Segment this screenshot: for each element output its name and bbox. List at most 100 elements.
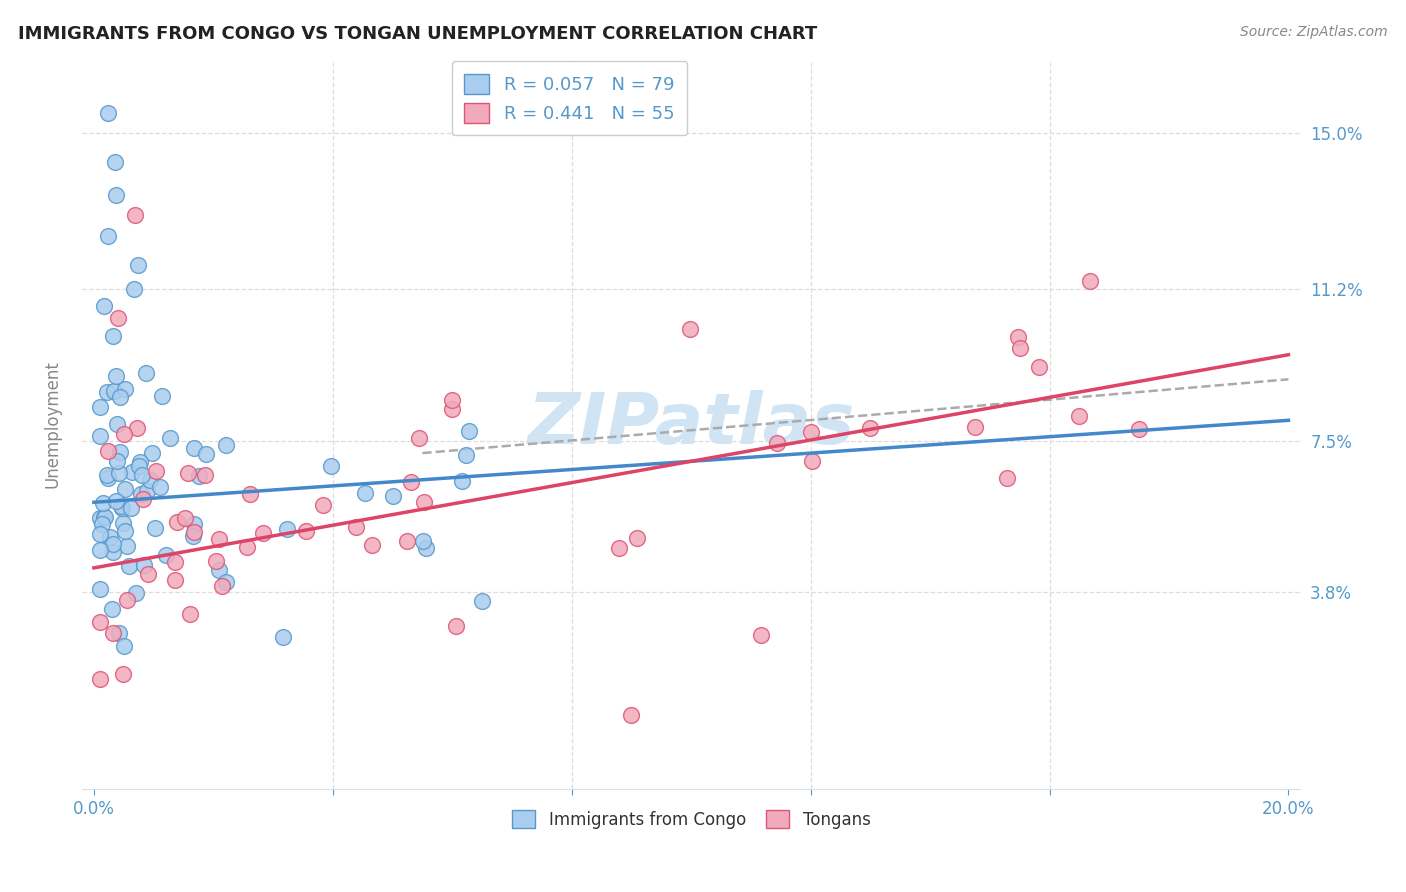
Point bbox=[800, 454, 823, 468]
Point bbox=[187, 468, 209, 483]
Point bbox=[111, 500, 134, 515]
Point bbox=[132, 558, 155, 572]
Point bbox=[215, 574, 238, 589]
Point bbox=[413, 495, 436, 509]
Point bbox=[89, 543, 111, 558]
Point bbox=[211, 578, 233, 592]
Point bbox=[135, 367, 157, 381]
Point bbox=[96, 384, 118, 399]
Point bbox=[997, 471, 1019, 485]
Point bbox=[89, 615, 111, 629]
Point bbox=[1078, 274, 1101, 288]
Point bbox=[381, 489, 404, 503]
Point bbox=[104, 187, 127, 202]
Point bbox=[143, 520, 166, 534]
Point bbox=[800, 425, 823, 440]
Point bbox=[276, 522, 298, 536]
Point bbox=[127, 258, 149, 272]
Text: Source: ZipAtlas.com: Source: ZipAtlas.com bbox=[1240, 25, 1388, 39]
Point bbox=[399, 475, 422, 490]
Point bbox=[108, 390, 131, 404]
Point bbox=[450, 475, 472, 489]
Point bbox=[145, 464, 167, 478]
Point bbox=[114, 524, 136, 538]
Point bbox=[749, 628, 772, 642]
Point bbox=[321, 459, 343, 474]
Point bbox=[1069, 409, 1091, 423]
Point bbox=[963, 419, 986, 434]
Point bbox=[458, 424, 481, 438]
Point bbox=[107, 310, 129, 325]
Point bbox=[89, 527, 111, 541]
Point bbox=[93, 299, 115, 313]
Point bbox=[1128, 422, 1150, 436]
Point bbox=[312, 498, 335, 512]
Point bbox=[101, 601, 124, 615]
Point bbox=[173, 510, 195, 524]
Point bbox=[177, 466, 200, 480]
Point bbox=[353, 485, 375, 500]
Point bbox=[208, 563, 231, 577]
Point bbox=[441, 393, 464, 408]
Point bbox=[104, 155, 127, 169]
Point bbox=[103, 537, 125, 551]
Point bbox=[441, 402, 464, 417]
Point bbox=[395, 534, 418, 549]
Point bbox=[105, 417, 128, 432]
Point bbox=[94, 509, 117, 524]
Point bbox=[96, 467, 118, 482]
Point bbox=[858, 421, 880, 435]
Point bbox=[271, 631, 294, 645]
Point bbox=[125, 586, 148, 600]
Y-axis label: Unemployment: Unemployment bbox=[44, 360, 60, 488]
Text: IMMIGRANTS FROM CONGO VS TONGAN UNEMPLOYMENT CORRELATION CHART: IMMIGRANTS FROM CONGO VS TONGAN UNEMPLOY… bbox=[18, 25, 817, 43]
Point bbox=[150, 389, 173, 403]
Point bbox=[412, 533, 434, 548]
Point bbox=[121, 500, 143, 515]
Point bbox=[159, 431, 181, 445]
Point bbox=[97, 228, 120, 243]
Point bbox=[97, 444, 120, 458]
Point bbox=[89, 400, 111, 414]
Point bbox=[131, 467, 153, 482]
Point bbox=[105, 368, 128, 383]
Point bbox=[128, 459, 150, 474]
Text: ZIPatlas: ZIPatlas bbox=[527, 390, 855, 458]
Point bbox=[252, 526, 274, 541]
Point bbox=[136, 483, 159, 498]
Point bbox=[139, 473, 162, 487]
Point bbox=[239, 487, 262, 501]
Point bbox=[93, 496, 115, 510]
Point bbox=[444, 619, 467, 633]
Point bbox=[194, 468, 217, 483]
Point bbox=[124, 282, 146, 296]
Point bbox=[112, 427, 135, 442]
Point bbox=[626, 531, 648, 545]
Point bbox=[620, 708, 643, 723]
Point bbox=[295, 524, 318, 538]
Point bbox=[454, 448, 477, 462]
Point bbox=[679, 322, 702, 336]
Point bbox=[121, 465, 143, 479]
Point bbox=[183, 517, 205, 532]
Point bbox=[93, 509, 115, 524]
Point bbox=[129, 455, 152, 469]
Point bbox=[115, 593, 138, 607]
Point bbox=[115, 539, 138, 553]
Point bbox=[415, 541, 437, 555]
Point bbox=[132, 491, 155, 506]
Point bbox=[105, 493, 128, 508]
Point bbox=[236, 541, 259, 555]
Point bbox=[183, 441, 205, 455]
Point bbox=[163, 555, 186, 569]
Point bbox=[141, 446, 163, 460]
Point bbox=[183, 524, 205, 539]
Legend: Immigrants from Congo, Tongans: Immigrants from Congo, Tongans bbox=[505, 804, 877, 836]
Point bbox=[108, 467, 131, 481]
Point bbox=[408, 431, 430, 445]
Point bbox=[215, 437, 238, 451]
Point bbox=[101, 328, 124, 343]
Point bbox=[89, 511, 111, 525]
Point bbox=[105, 453, 128, 467]
Point bbox=[1007, 330, 1029, 344]
